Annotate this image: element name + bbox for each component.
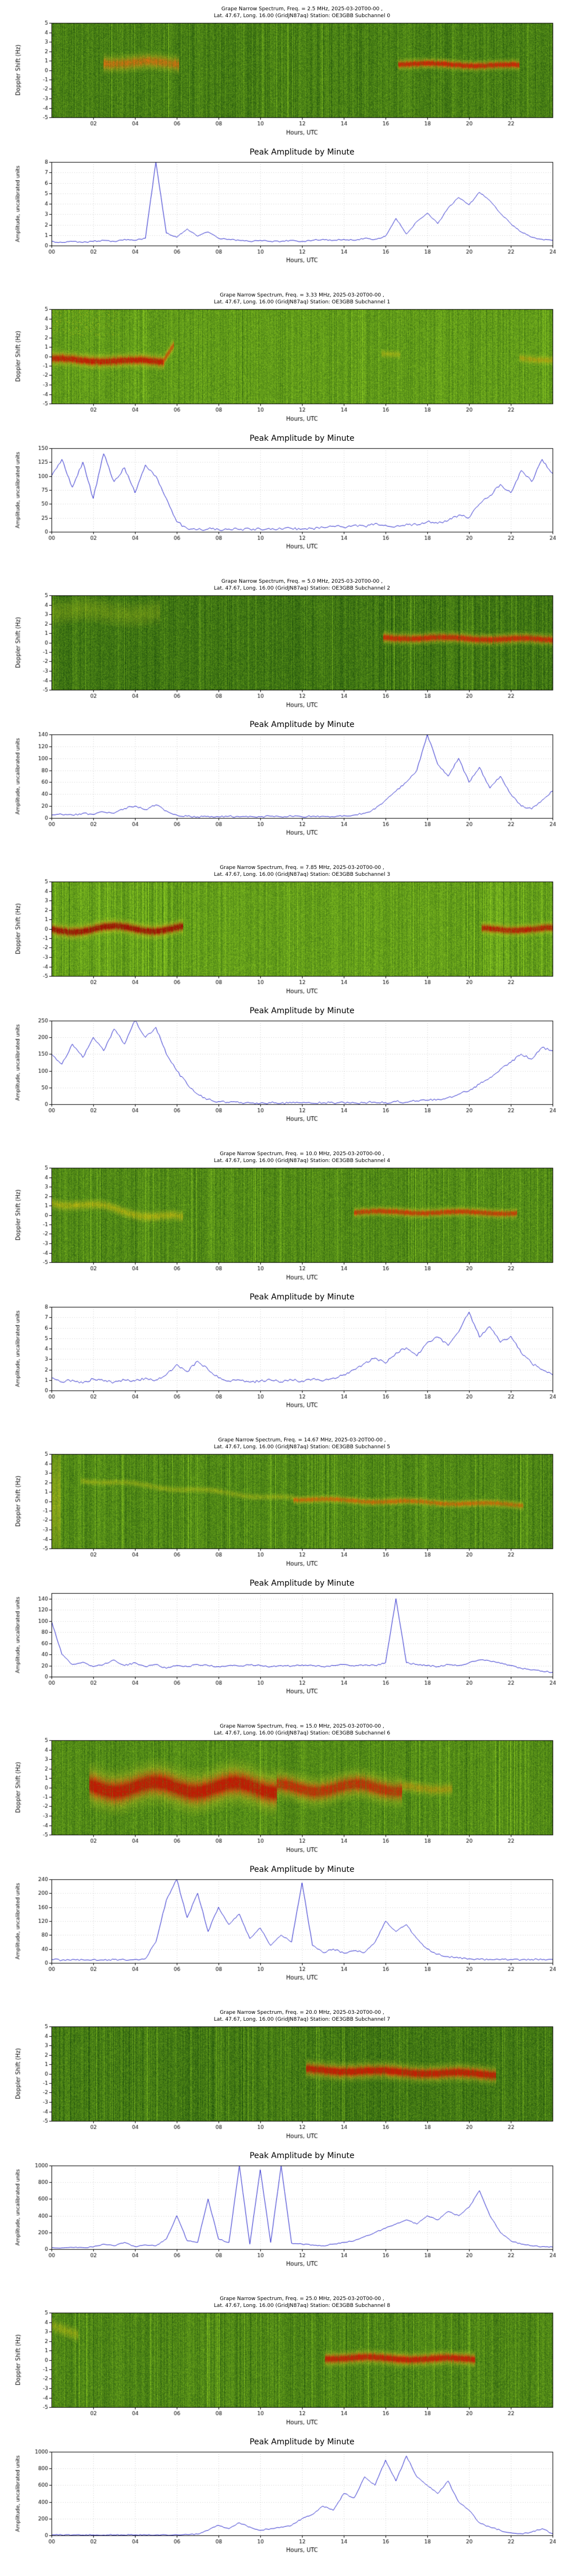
- amplitude-chart: [11, 1875, 561, 1984]
- pair-subchannel-4: Grape Narrow Spectrum, Freq. = 10.0 MHz,…: [0, 1145, 572, 1431]
- spectrogram-title-line1: Grape Narrow Spectrum, Freq. = 2.5 MHz, …: [221, 6, 383, 12]
- spectrogram-title-line2: Lat. 47.67, Long. 16.00 (GridJN87aq) Sta…: [213, 586, 391, 592]
- spectrogram-title-line2: Lat. 47.67, Long. 16.00 (GridJN87aq) Sta…: [213, 1730, 391, 1737]
- spectrogram-title-line2: Lat. 47.67, Long. 16.00 (GridJN87aq) Sta…: [213, 2303, 391, 2309]
- spectrogram-title: Grape Narrow Spectrum, Freq. = 10.0 MHz,…: [11, 1151, 561, 1164]
- amplitude-title: Peak Amplitude by Minute: [249, 2151, 355, 2161]
- amplitude-chart: [11, 1016, 561, 1125]
- spectrogram-title-line1: Grape Narrow Spectrum, Freq. = 15.0 MHz,…: [220, 1724, 384, 1729]
- spectrogram-chart: [11, 306, 561, 429]
- spectrogram-title-line1: Grape Narrow Spectrum, Freq. = 5.0 MHz, …: [221, 579, 383, 584]
- spectrogram-title: Grape Narrow Spectrum, Freq. = 20.0 MHz,…: [11, 2009, 561, 2023]
- pair-subchannel-3: Grape Narrow Spectrum, Freq. = 7.85 MHz,…: [0, 859, 572, 1145]
- pair-subchannel-5: Grape Narrow Spectrum, Freq. = 14.67 MHz…: [0, 1431, 572, 1717]
- spectrogram-chart: [11, 1164, 561, 1288]
- pair-subchannel-6: Grape Narrow Spectrum, Freq. = 15.0 MHz,…: [0, 1717, 572, 2004]
- amplitude-title: Peak Amplitude by Minute: [249, 1293, 355, 1302]
- spectrogram-title-line2: Lat. 47.67, Long. 16.00 (GridJN87aq) Sta…: [213, 13, 391, 19]
- amplitude-title: Peak Amplitude by Minute: [249, 148, 355, 157]
- pair-subchannel-0: Grape Narrow Spectrum, Freq. = 2.5 MHz, …: [0, 0, 572, 286]
- amplitude-chart: [11, 1589, 561, 1698]
- amplitude-title: Peak Amplitude by Minute: [249, 2437, 355, 2447]
- spectrogram-title: Grape Narrow Spectrum, Freq. = 5.0 MHz, …: [11, 578, 561, 592]
- spectrogram-chart: [11, 878, 561, 1002]
- spectrogram-title-line1: Grape Narrow Spectrum, Freq. = 25.0 MHz,…: [220, 2296, 384, 2302]
- spectrogram-chart: [11, 1451, 561, 1574]
- spectrogram-title-line2: Lat. 47.67, Long. 16.00 (GridJN87aq) Sta…: [213, 872, 391, 878]
- spectrogram-title-line1: Grape Narrow Spectrum, Freq. = 10.0 MHz,…: [220, 1151, 384, 1157]
- pair-subchannel-8: Grape Narrow Spectrum, Freq. = 25.0 MHz,…: [0, 2290, 572, 2576]
- amplitude-chart: [11, 1302, 561, 1412]
- amplitude-chart: [11, 444, 561, 553]
- amplitude-title: Peak Amplitude by Minute: [249, 1006, 355, 1016]
- amplitude-chart: [11, 2161, 561, 2270]
- spectrogram-title: Grape Narrow Spectrum, Freq. = 2.5 MHz, …: [11, 6, 561, 19]
- spectrogram-title-line2: Lat. 47.67, Long. 16.00 (GridJN87aq) Sta…: [213, 2017, 391, 2023]
- amplitude-title: Peak Amplitude by Minute: [249, 434, 355, 444]
- spectrogram-chart: [11, 2309, 561, 2433]
- amplitude-chart: [11, 157, 561, 267]
- spectrogram-title-line1: Grape Narrow Spectrum, Freq. = 3.33 MHz,…: [220, 293, 384, 298]
- amplitude-chart: [11, 730, 561, 839]
- spectrogram-title-line1: Grape Narrow Spectrum, Freq. = 20.0 MHz,…: [220, 2010, 384, 2016]
- spectrogram-title-line2: Lat. 47.67, Long. 16.00 (GridJN87aq) Sta…: [213, 1158, 391, 1164]
- spectrogram-chart: [11, 592, 561, 716]
- spectrogram-title: Grape Narrow Spectrum, Freq. = 14.67 MHz…: [11, 1437, 561, 1451]
- spectrogram-title: Grape Narrow Spectrum, Freq. = 25.0 MHz,…: [11, 2296, 561, 2309]
- amplitude-title: Peak Amplitude by Minute: [249, 1865, 355, 1875]
- spectrogram-title: Grape Narrow Spectrum, Freq. = 3.33 MHz,…: [11, 292, 561, 306]
- spectrogram-title-line1: Grape Narrow Spectrum, Freq. = 7.85 MHz,…: [220, 865, 384, 871]
- amplitude-chart: [11, 2447, 561, 2557]
- spectrogram-title-line2: Lat. 47.67, Long. 16.00 (GridJN87aq) Sta…: [213, 1444, 391, 1451]
- spectrogram-title: Grape Narrow Spectrum, Freq. = 15.0 MHz,…: [11, 1723, 561, 1737]
- spectrogram-title: Grape Narrow Spectrum, Freq. = 7.85 MHz,…: [11, 864, 561, 878]
- spectrogram-chart: [11, 2023, 561, 2147]
- amplitude-title: Peak Amplitude by Minute: [249, 1579, 355, 1589]
- spectrogram-chart: [11, 1737, 561, 1860]
- amplitude-title: Peak Amplitude by Minute: [249, 720, 355, 730]
- spectrogram-chart: [11, 19, 561, 143]
- pair-subchannel-7: Grape Narrow Spectrum, Freq. = 20.0 MHz,…: [0, 2004, 572, 2290]
- spectrogram-title-line2: Lat. 47.67, Long. 16.00 (GridJN87aq) Sta…: [213, 299, 391, 306]
- pair-subchannel-2: Grape Narrow Spectrum, Freq. = 5.0 MHz, …: [0, 572, 572, 859]
- pair-subchannel-1: Grape Narrow Spectrum, Freq. = 3.33 MHz,…: [0, 286, 572, 572]
- spectrogram-title-line1: Grape Narrow Spectrum, Freq. = 14.67 MHz…: [218, 1437, 386, 1443]
